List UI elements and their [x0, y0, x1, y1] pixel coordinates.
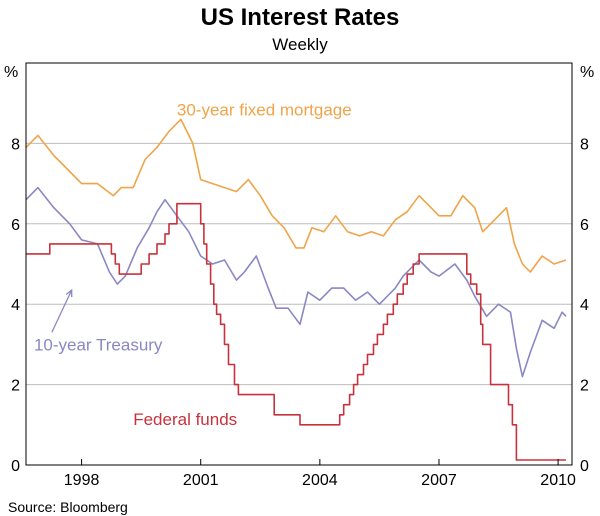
series-line-30-year-fixed-mortgage — [25, 118, 567, 273]
y-tick-label-left: 6 — [11, 217, 20, 234]
y-axis-unit-left: % — [4, 64, 18, 81]
plot-frame — [25, 62, 573, 466]
y-tick-label-left: 8 — [11, 136, 20, 153]
x-tick-label: 1998 — [64, 472, 100, 489]
series-label-federal-funds: Federal funds — [133, 410, 237, 429]
y-tick-label-right: 2 — [580, 378, 589, 395]
series-label-10-year-treasury: 10-year Treasury — [34, 335, 163, 354]
treasury-label-arrowhead — [65, 288, 73, 298]
chart-title: US Interest Rates — [201, 4, 400, 31]
y-tick-label-left: 0 — [11, 458, 20, 475]
y-tick-label-left: 2 — [11, 378, 20, 395]
x-tick-label: 2004 — [302, 472, 338, 489]
tick-labels: 0 0 2 2 4 4 6 6 8 8 1998 2001 2004 2007 2010 — [11, 136, 589, 489]
series-line-10-year-treasury — [25, 186, 567, 378]
series-labels: 30-year fixed mortgage 10-year Treasury Fe… — [34, 100, 352, 429]
source-note: Source: Bloomberg — [8, 499, 128, 515]
chart-subtitle: Weekly — [272, 35, 328, 54]
series-lines — [25, 118, 567, 461]
y-tick-label-right: 8 — [580, 136, 589, 153]
y-axis-unit-right: % — [580, 64, 594, 81]
x-tick-label: 2010 — [540, 472, 576, 489]
series-label-30-year-fixed-mortgage: 30-year fixed mortgage — [177, 100, 352, 119]
treasury-label-arrow — [51, 289, 73, 333]
y-tick-label-right: 6 — [580, 217, 589, 234]
y-tick-label-right: 4 — [580, 297, 589, 314]
x-tick-label: 2001 — [183, 472, 219, 489]
x-tick-label: 2007 — [421, 472, 457, 489]
y-tick-label-right: 0 — [580, 458, 589, 475]
y-tick-label-left: 4 — [11, 297, 20, 314]
series-line-federal-funds — [26, 202, 566, 461]
